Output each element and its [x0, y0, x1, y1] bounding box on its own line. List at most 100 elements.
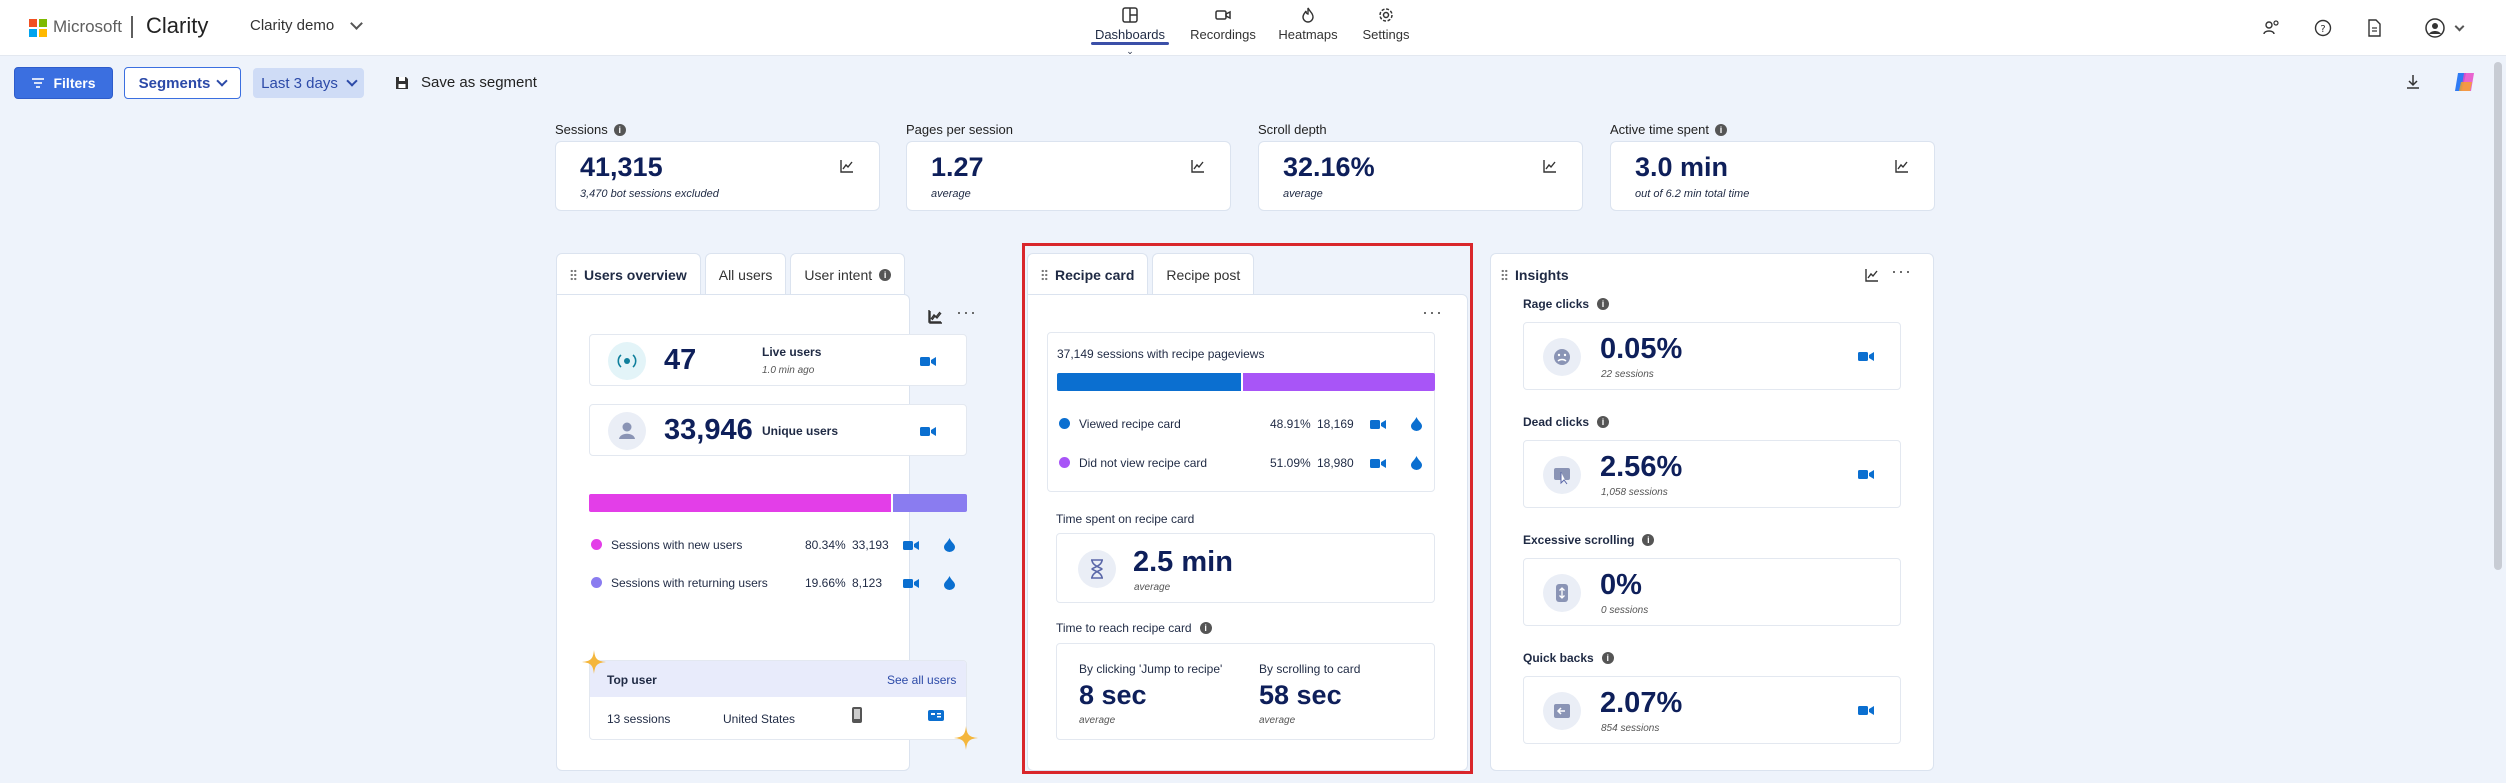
recording-camera-icon[interactable] — [920, 356, 936, 367]
save-as-segment-button[interactable]: Save as segment — [395, 74, 537, 91]
insight-label: Quick backs — [1523, 651, 1594, 665]
live-users-card[interactable]: 47 Live users 1.0 min ago — [589, 334, 967, 386]
insight-card-rage-clicks[interactable]: 0.05% 22 sessions — [1523, 322, 1901, 390]
see-all-users-link[interactable]: See all users — [887, 673, 957, 687]
info-icon[interactable]: i — [1597, 298, 1610, 310]
user-icon — [608, 412, 646, 450]
insight-card-dead-clicks[interactable]: 2.56% 1,058 sessions — [1523, 440, 1901, 508]
share-people-icon[interactable] — [2261, 18, 2281, 38]
more-options-icon[interactable]: ··· — [1891, 261, 1912, 281]
heatmap-drop-icon[interactable] — [1411, 417, 1422, 431]
insight-value: 2.07% — [1600, 687, 1683, 719]
tab-recipe-post[interactable]: Recipe post — [1152, 253, 1255, 295]
nav-dashboards[interactable]: Dashboards ⌄ — [1091, 6, 1169, 57]
tab-all-users[interactable]: All users — [704, 253, 787, 295]
filters-button[interactable]: Filters — [14, 67, 113, 99]
project-selector[interactable]: Clarity demo — [250, 17, 364, 34]
mobile-device-icon — [852, 707, 862, 723]
page-scrollbar[interactable] — [2494, 62, 2502, 570]
trend-chart-icon[interactable] — [1894, 158, 1910, 174]
tab-users-overview[interactable]: Users overview — [556, 253, 701, 295]
nav-heatmaps-label: Heatmaps — [1278, 27, 1338, 42]
users-panel-tabs: Users overview All users User intent i — [556, 253, 909, 295]
trend-chart-icon[interactable] — [1864, 267, 1880, 283]
time-spent-title: Time spent on recipe card — [1056, 512, 1195, 526]
info-icon[interactable]: i — [1601, 652, 1614, 664]
legend-label: Sessions with new users — [611, 538, 743, 552]
metric-card-sessions[interactable]: 41,315 3,470 bot sessions excluded — [555, 141, 880, 211]
metric-value: 3.0 min — [1635, 152, 1729, 182]
document-icon[interactable] — [2364, 18, 2384, 38]
info-icon[interactable]: i — [879, 268, 892, 281]
gear-icon — [1379, 8, 1393, 22]
tab-label: Users overview — [584, 266, 687, 283]
reach-click-value: 8 sec — [1079, 680, 1147, 710]
flame-icon — [1302, 7, 1314, 23]
nav-recordings[interactable]: Recordings — [1190, 6, 1256, 42]
legend-count: 18,980 — [1317, 456, 1354, 470]
returning-users-bar-segment[interactable] — [893, 494, 967, 512]
tab-label: User intent — [804, 266, 873, 283]
recording-camera-icon[interactable] — [1370, 419, 1386, 430]
info-icon[interactable]: i — [613, 123, 626, 136]
heatmap-drop-icon[interactable] — [944, 538, 955, 552]
drag-handle-icon[interactable] — [570, 268, 577, 281]
recipe-legend-row[interactable]: Viewed recipe card 48.91% 18,169 — [1057, 415, 1435, 435]
segments-button[interactable]: Segments — [124, 67, 241, 99]
chevron-down-icon — [216, 75, 229, 87]
metric-card-scroll-depth[interactable]: 32.16% average — [1258, 141, 1583, 211]
insight-card-excessive-scrolling[interactable]: 0% 0 sessions — [1523, 558, 1901, 626]
info-icon[interactable]: i — [1642, 534, 1655, 546]
reach-click-label: By clicking 'Jump to recipe' — [1079, 662, 1223, 676]
more-options-icon[interactable]: ··· — [1422, 302, 1443, 322]
info-icon[interactable]: i — [1597, 416, 1610, 428]
users-legend-row[interactable]: Sessions with returning users 19.66% 8,1… — [589, 574, 967, 594]
trend-chart-icon[interactable] — [839, 158, 855, 174]
unique-users-card[interactable]: 33,946 Unique users — [589, 404, 967, 456]
recipe-legend-row[interactable]: Did not view recipe card 51.09% 18,980 — [1057, 454, 1435, 474]
recording-camera-icon[interactable] — [1370, 458, 1386, 469]
recording-camera-icon[interactable] — [903, 540, 919, 551]
help-icon[interactable]: ? — [2313, 18, 2333, 38]
metric-sub: average — [1283, 188, 1323, 200]
download-icon[interactable] — [2404, 73, 2422, 91]
legend-pct: 48.91% — [1270, 417, 1311, 431]
heatmap-drop-icon[interactable] — [1411, 456, 1422, 470]
trend-chart-icon[interactable] — [927, 308, 943, 324]
recording-camera-icon[interactable] — [903, 578, 919, 589]
nav-heatmaps[interactable]: Heatmaps — [1278, 6, 1338, 42]
tab-label: Recipe card — [1055, 266, 1135, 283]
segments-label: Segments — [138, 74, 211, 92]
heatmap-drop-icon[interactable] — [944, 576, 955, 590]
new-users-bar-segment[interactable] — [589, 494, 892, 512]
not-viewed-bar-segment[interactable] — [1242, 373, 1435, 391]
nav-settings[interactable]: Settings — [1358, 6, 1414, 42]
viewed-bar-segment[interactable] — [1057, 373, 1241, 391]
more-options-icon[interactable]: ··· — [956, 302, 977, 322]
copilot-icon[interactable] — [2452, 69, 2478, 95]
users-legend-row[interactable]: Sessions with new users 80.34% 33,193 — [589, 536, 967, 556]
account-menu[interactable] — [2424, 17, 2465, 39]
recording-camera-icon[interactable] — [1858, 705, 1874, 716]
drag-handle-icon[interactable] — [1041, 268, 1048, 281]
trend-chart-icon[interactable] — [1542, 158, 1558, 174]
product-name[interactable]: Clarity — [146, 13, 209, 38]
reach-click-sub: average — [1079, 715, 1116, 726]
info-icon[interactable]: i — [1199, 622, 1212, 634]
insight-card-quick-backs[interactable]: 2.07% 854 sessions — [1523, 676, 1901, 744]
tab-recipe-card[interactable]: Recipe card — [1027, 253, 1149, 295]
tab-user-intent[interactable]: User intent i — [790, 253, 906, 295]
metric-card-active-time[interactable]: 3.0 min out of 6.2 min total time — [1610, 141, 1935, 211]
info-icon[interactable]: i — [1715, 123, 1727, 136]
metric-label-sessions: Sessions i — [555, 122, 626, 137]
drag-handle-icon[interactable] — [1501, 269, 1508, 281]
metric-card-pages-per-session[interactable]: 1.27 average — [906, 141, 1231, 211]
top-user-country: United States — [723, 712, 796, 726]
insight-sub: 0 sessions — [1601, 605, 1649, 616]
date-range-button[interactable]: Last 3 days — [253, 68, 364, 98]
trend-chart-icon[interactable] — [1190, 158, 1206, 174]
user-avatar-icon — [2425, 18, 2445, 38]
recording-camera-icon[interactable] — [920, 426, 936, 437]
recording-camera-icon[interactable] — [1858, 469, 1874, 480]
recording-camera-icon[interactable] — [1858, 351, 1874, 362]
